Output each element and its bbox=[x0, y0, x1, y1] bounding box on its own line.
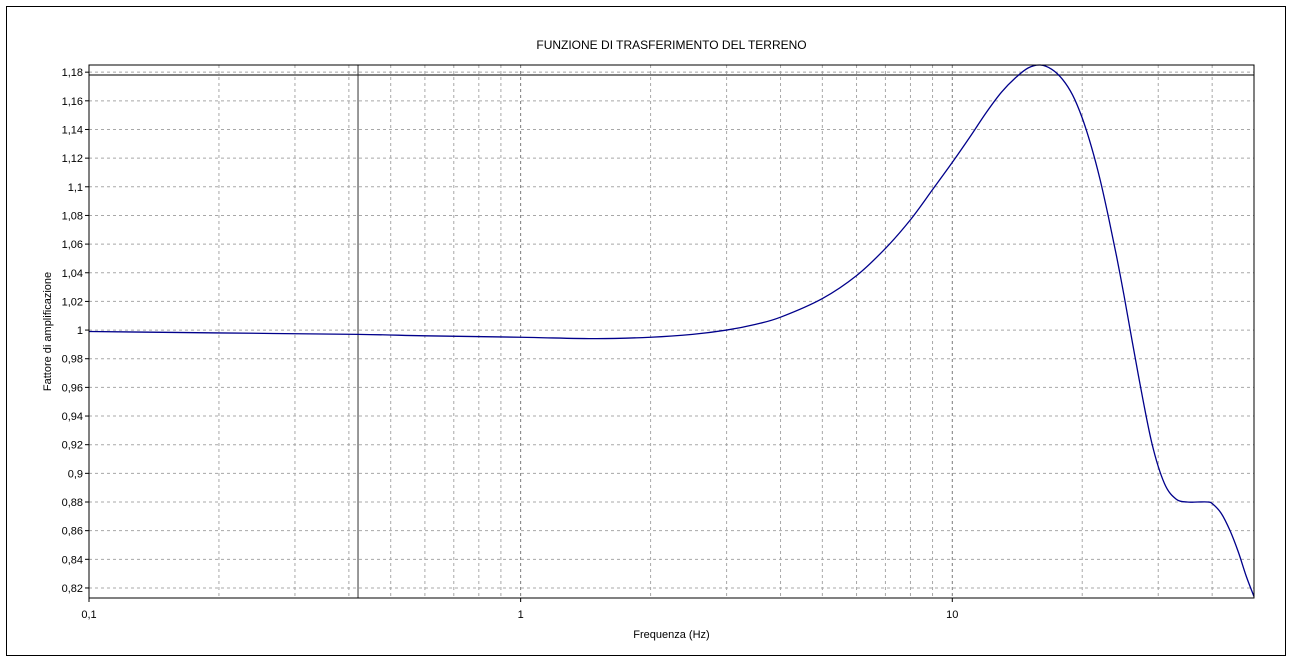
y-tick-label: 0,9 bbox=[68, 468, 83, 480]
y-tick-label: 0,84 bbox=[62, 554, 83, 566]
x-axis-ticks: 0,1 1 10 bbox=[81, 598, 958, 621]
reference-lines bbox=[89, 65, 1254, 598]
y-tick-label: 0,94 bbox=[62, 411, 83, 423]
x-axis-title: Frequenza (Hz) bbox=[633, 629, 709, 641]
x-tick-label: 10 bbox=[946, 609, 958, 621]
y-tick-label: 0,86 bbox=[62, 526, 83, 538]
y-tick-label: 1,1 bbox=[68, 182, 83, 194]
x-tick-label: 1 bbox=[518, 609, 524, 621]
y-axis-ticks: 0,82 0,84 0,86 0,88 0,9 0,92 0,94 0,96 0,98 1 1,02… bbox=[62, 67, 89, 595]
y-tick-label: 1,02 bbox=[62, 296, 83, 308]
y-tick-label: 1,08 bbox=[62, 210, 83, 222]
chart-title: FUNZIONE DI TRASFERIMENTO DEL TERRENO bbox=[536, 38, 806, 52]
y-tick-label: 0,82 bbox=[62, 583, 83, 595]
chart-canvas: FUNZIONE DI TRASFERIMENTO DEL TERRENO 0,… bbox=[42, 38, 1255, 641]
y-tick-label: 0,96 bbox=[62, 382, 83, 394]
series-layer bbox=[88, 64, 1255, 597]
y-tick-label: 1,14 bbox=[62, 124, 83, 136]
plot-area-border bbox=[88, 64, 1255, 599]
y-tick-label: 0,98 bbox=[62, 354, 83, 366]
grid-layer bbox=[88, 65, 1255, 598]
y-tick-label: 1,12 bbox=[62, 153, 83, 165]
chart-frame: FUNZIONE DI TRASFERIMENTO DEL TERRENO 0,… bbox=[6, 6, 1286, 656]
y-axis-title: Fattore di amplificazione bbox=[42, 272, 54, 391]
y-tick-label: 1,18 bbox=[62, 67, 83, 79]
y-tick-label: 0,92 bbox=[62, 440, 83, 452]
x-tick-label: 0,1 bbox=[81, 609, 96, 621]
y-tick-label: 0,88 bbox=[62, 497, 83, 509]
series-line-0 bbox=[88, 64, 1255, 597]
y-tick-label: 1,04 bbox=[62, 268, 83, 280]
y-tick-label: 1,06 bbox=[62, 239, 83, 251]
y-tick-label: 1 bbox=[77, 325, 83, 337]
y-tick-label: 1,16 bbox=[62, 96, 83, 108]
